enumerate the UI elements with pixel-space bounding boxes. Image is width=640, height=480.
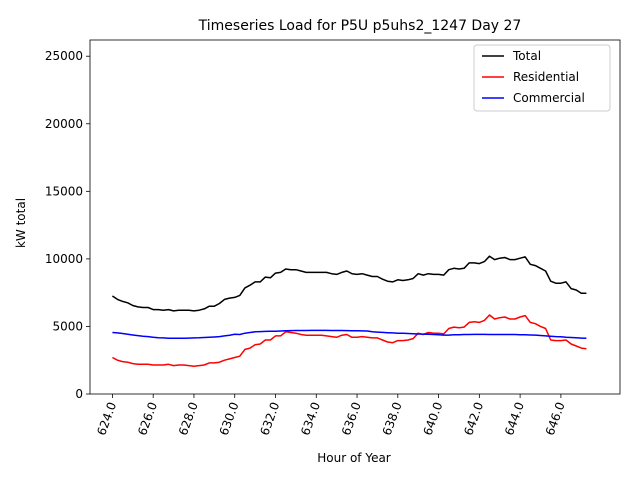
axes-frame (89, 39, 621, 395)
series-line-commercial (112, 329, 587, 340)
y-axis-ticks: 0 5000 10000 15000 20000 25000 (45, 49, 90, 401)
series-line-total (111, 255, 587, 312)
legend: Total Residential Commercial (473, 44, 611, 112)
axes (89, 39, 621, 395)
y-tick-label: 15000 (45, 184, 83, 198)
legend-label-commercial: Commercial (513, 91, 585, 105)
series-lines (111, 255, 587, 368)
y-axis-label: kW total (14, 198, 28, 248)
y-tick-label: 25000 (45, 49, 83, 63)
legend-box (473, 44, 611, 112)
chart-title: Timeseries Load for P5U p5uhs2_1247 Day … (198, 18, 522, 34)
x-axis-label: Hour of Year (317, 451, 391, 465)
series-line-residential (112, 314, 587, 368)
legend-label-residential: Residential (513, 70, 579, 84)
y-tick-label: 0 (75, 387, 83, 401)
y-tick-label: 10000 (45, 252, 83, 266)
y-tick-label: 5000 (52, 319, 83, 333)
y-tick-label: 20000 (45, 117, 83, 131)
legend-label-total: Total (512, 49, 541, 63)
